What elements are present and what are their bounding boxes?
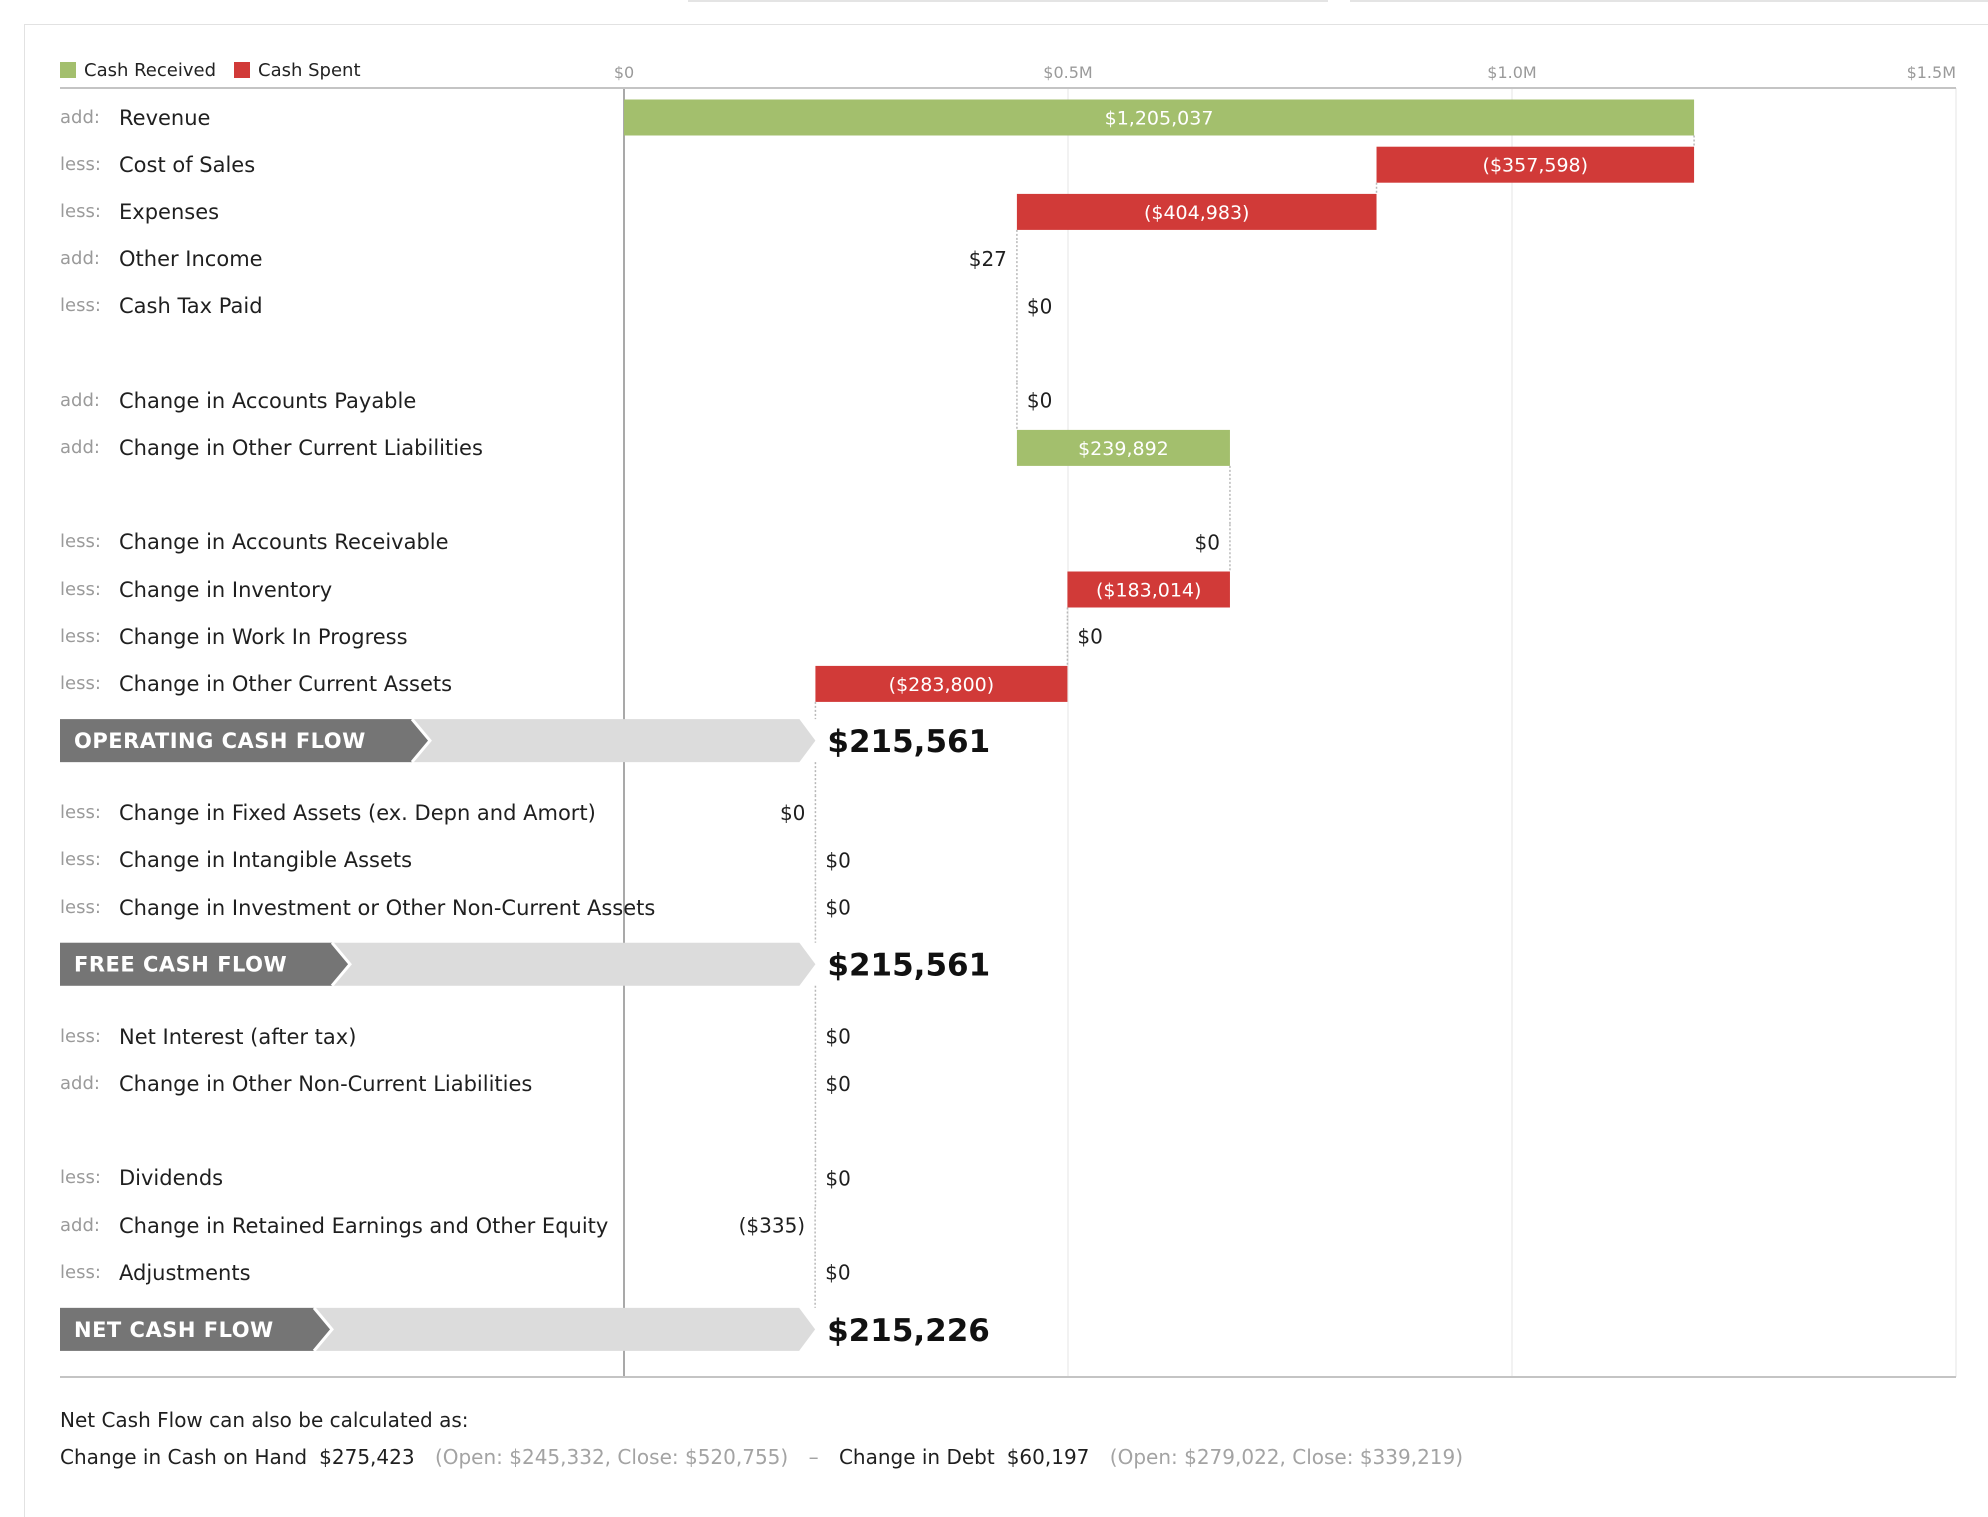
bar-value-label: $0: [1027, 294, 1052, 318]
row-type-label: less:: [60, 1167, 101, 1189]
bar-value-label: ($335): [739, 1214, 806, 1238]
bar-value-label: $0: [825, 896, 850, 920]
legend-item-spent: Cash Spent: [234, 60, 361, 81]
row-name-label: Adjustments: [119, 1260, 251, 1285]
cash-detail: (Open: $245,332, Close: $520,755): [434, 1445, 789, 1469]
bar-value-label: ($404,983): [1144, 202, 1249, 224]
total-banner-dark: [60, 942, 350, 986]
row-type-label: add:: [60, 248, 100, 270]
bar-value-label: $0: [1194, 530, 1219, 554]
row-type-label: less:: [60, 625, 101, 647]
x-tick-label: $0: [614, 63, 634, 82]
row-name-label: Change in Investment or Other Non-Curren…: [119, 895, 656, 920]
row-name-label: Dividends: [119, 1166, 224, 1191]
debt-detail: (Open: $279,022, Close: $339,219): [1109, 1445, 1464, 1469]
total-banner-dark: [60, 1307, 332, 1351]
bar-value-label: $0: [825, 1166, 850, 1190]
total-banner-chevron: [410, 718, 432, 764]
row-name-label: Change in Other Current Liabilities: [119, 435, 483, 460]
row-type-label: less:: [60, 295, 101, 317]
total-banner-chevron: [330, 941, 352, 987]
bar-value-label: ($283,800): [889, 674, 994, 696]
waterfall-bar: [624, 99, 1695, 136]
row-type-label: add:: [60, 436, 100, 458]
row-type-label: less:: [60, 1025, 101, 1047]
cash-label: Change in Cash on Hand: [60, 1445, 308, 1469]
row-name-label: Cost of Sales: [119, 152, 256, 177]
legend-swatch-spent: [234, 62, 251, 78]
row-name-label: Net Interest (after tax): [119, 1024, 357, 1049]
row-name-label: Cash Tax Paid: [119, 294, 263, 319]
x-tick-label: $1.5M: [1907, 63, 1956, 82]
bar-value-label: $0: [825, 1261, 850, 1285]
footer-calculation: Change in Cash on Hand $275,423 (Open: $2…: [60, 1445, 1463, 1469]
row-type-label: less:: [60, 578, 101, 600]
row-type-label: less:: [60, 672, 101, 694]
row-type-label: less:: [60, 531, 101, 553]
row-type-label: less:: [60, 153, 101, 175]
total-banner-dark: [60, 719, 430, 763]
bar-value-label: $0: [825, 1072, 850, 1096]
row-name-label: Change in Work In Progress: [119, 624, 408, 649]
total-label: OPERATING CASH FLOW: [74, 729, 366, 753]
legend-label: Cash Received: [84, 59, 217, 81]
bar-value-label: $0: [780, 801, 805, 825]
row-name-label: Change in Retained Earnings and Other Eq…: [119, 1213, 609, 1238]
legend-swatch-received: [60, 62, 76, 78]
bar-value-label: ($183,014): [1096, 580, 1201, 602]
debt-label: Change in Debt: [838, 1445, 995, 1469]
bar-value-label: ($357,598): [1483, 155, 1588, 177]
x-tick-label: $1.0M: [1487, 63, 1536, 82]
bar-value-label: $239,892: [1078, 438, 1169, 460]
bar-value-label: $0: [825, 1025, 850, 1049]
row-type-label: add:: [60, 1214, 100, 1236]
legend: Cash Received Cash Spent: [60, 58, 361, 82]
waterfall-bar: [1067, 571, 1230, 608]
bar-value-label: $0: [1027, 389, 1052, 413]
row-name-label: Change in Other Non-Current Liabilities: [119, 1071, 533, 1096]
legend-item-received: Cash Received: [60, 60, 216, 81]
row-name-label: Expenses: [119, 199, 220, 224]
row-type-label: add:: [60, 1072, 100, 1094]
bar-value-label: $0: [825, 848, 850, 872]
top-divider: [1350, 0, 1988, 2]
cash-flow-panel: [24, 24, 1988, 1517]
minus-sign: –: [808, 1445, 819, 1469]
row-name-label: Change in Intangible Assets: [119, 848, 413, 873]
row-type-label: less:: [60, 802, 101, 824]
total-value: $215,561: [827, 948, 990, 984]
total-label: FREE CASH FLOW: [74, 953, 287, 977]
total-value: $215,226: [827, 1313, 990, 1349]
total-label: NET CASH FLOW: [74, 1318, 274, 1342]
row-name-label: Change in Accounts Receivable: [119, 530, 449, 555]
row-type-label: less:: [60, 200, 101, 222]
footer-intro: Net Cash Flow can also be calculated as:: [60, 1408, 469, 1432]
row-name-label: Other Income: [119, 247, 263, 272]
debt-value: $60,197: [1006, 1445, 1090, 1469]
row-type-label: less:: [60, 896, 101, 918]
waterfall-bar: [1016, 429, 1230, 466]
cash-value: $275,423: [319, 1445, 415, 1469]
bar-value-label: $0: [1077, 625, 1102, 649]
bar-value-label: $1,205,037: [1105, 108, 1214, 130]
top-divider: [688, 0, 1328, 2]
legend-label: Cash Spent: [258, 59, 361, 81]
total-value: $215,561: [827, 724, 990, 760]
row-type-label: add:: [60, 106, 100, 128]
total-banner-chevron: [312, 1306, 334, 1352]
waterfall-bar: [1376, 146, 1695, 183]
row-name-label: Change in Accounts Payable: [119, 388, 417, 413]
row-name-label: Revenue: [119, 105, 211, 130]
row-name-label: Change in Fixed Assets (ex. Depn and Amo…: [119, 801, 596, 826]
waterfall-bar: [815, 665, 1068, 702]
x-tick-label: $0.5M: [1043, 63, 1092, 82]
bar-value-label: $27: [969, 247, 1007, 271]
row-type-label: add:: [60, 389, 100, 411]
row-type-label: less:: [60, 1261, 101, 1283]
waterfall-bar: [1016, 193, 1377, 230]
row-name-label: Change in Inventory: [119, 577, 333, 602]
row-type-label: less:: [60, 849, 101, 871]
row-name-label: Change in Other Current Assets: [119, 671, 453, 696]
